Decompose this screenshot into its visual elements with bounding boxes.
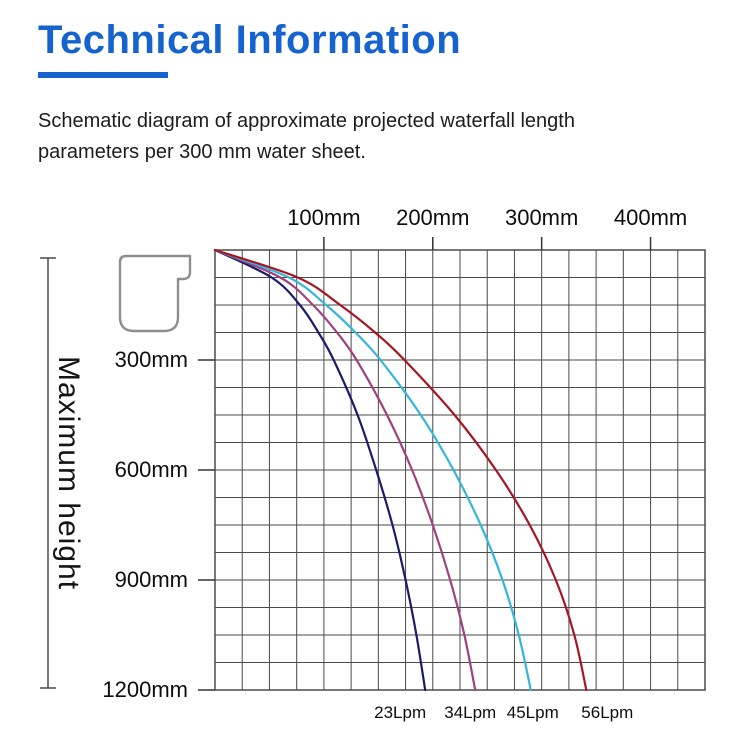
series-curve-23Lpm [213,248,427,692]
title-underline [38,72,168,78]
chart-description: Schematic diagram of approximate project… [38,110,575,163]
spout-profile-icon [118,254,192,333]
series-curve-34Lpm [213,248,477,692]
y-axis-title: Maximum height [52,355,85,591]
series-curve-45Lpm [213,248,532,692]
page-title: Technical Information [38,18,462,62]
series-curve-56Lpm [213,248,588,692]
